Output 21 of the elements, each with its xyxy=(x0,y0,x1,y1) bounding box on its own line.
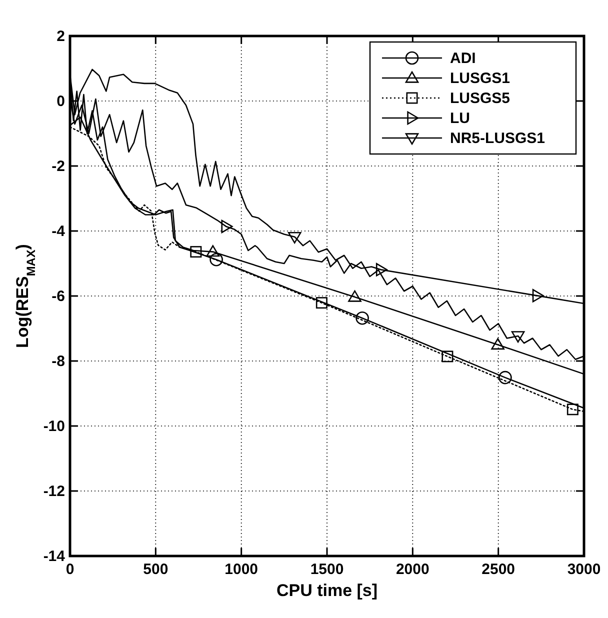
x-tick-label: 3000 xyxy=(567,561,601,578)
x-tick-label: 500 xyxy=(143,561,168,578)
legend-label: LU xyxy=(450,110,470,127)
y-tick-label: -14 xyxy=(43,548,66,565)
y-tick-label: 2 xyxy=(56,28,65,45)
legend-label: ADI xyxy=(450,50,476,67)
x-tick-label: 2000 xyxy=(396,561,430,578)
y-tick-label: -4 xyxy=(52,223,66,240)
legend-label: NR5-LUSGS1 xyxy=(450,130,546,147)
legend-label: LUSGS1 xyxy=(450,70,510,87)
x-axis-title: CPU time [s] xyxy=(276,581,378,600)
x-tick-label: 2500 xyxy=(482,561,516,578)
y-tick-label: -12 xyxy=(43,483,65,500)
y-tick-label: -10 xyxy=(43,418,65,435)
y-tick-label: -6 xyxy=(52,288,65,305)
x-tick-label: 1500 xyxy=(310,561,344,578)
legend-label: LUSGS5 xyxy=(450,90,510,107)
y-tick-label: 0 xyxy=(56,93,65,110)
y-tick-label: -8 xyxy=(52,353,65,370)
x-tick-label: 1000 xyxy=(224,561,258,578)
y-tick-label: -2 xyxy=(52,158,65,175)
